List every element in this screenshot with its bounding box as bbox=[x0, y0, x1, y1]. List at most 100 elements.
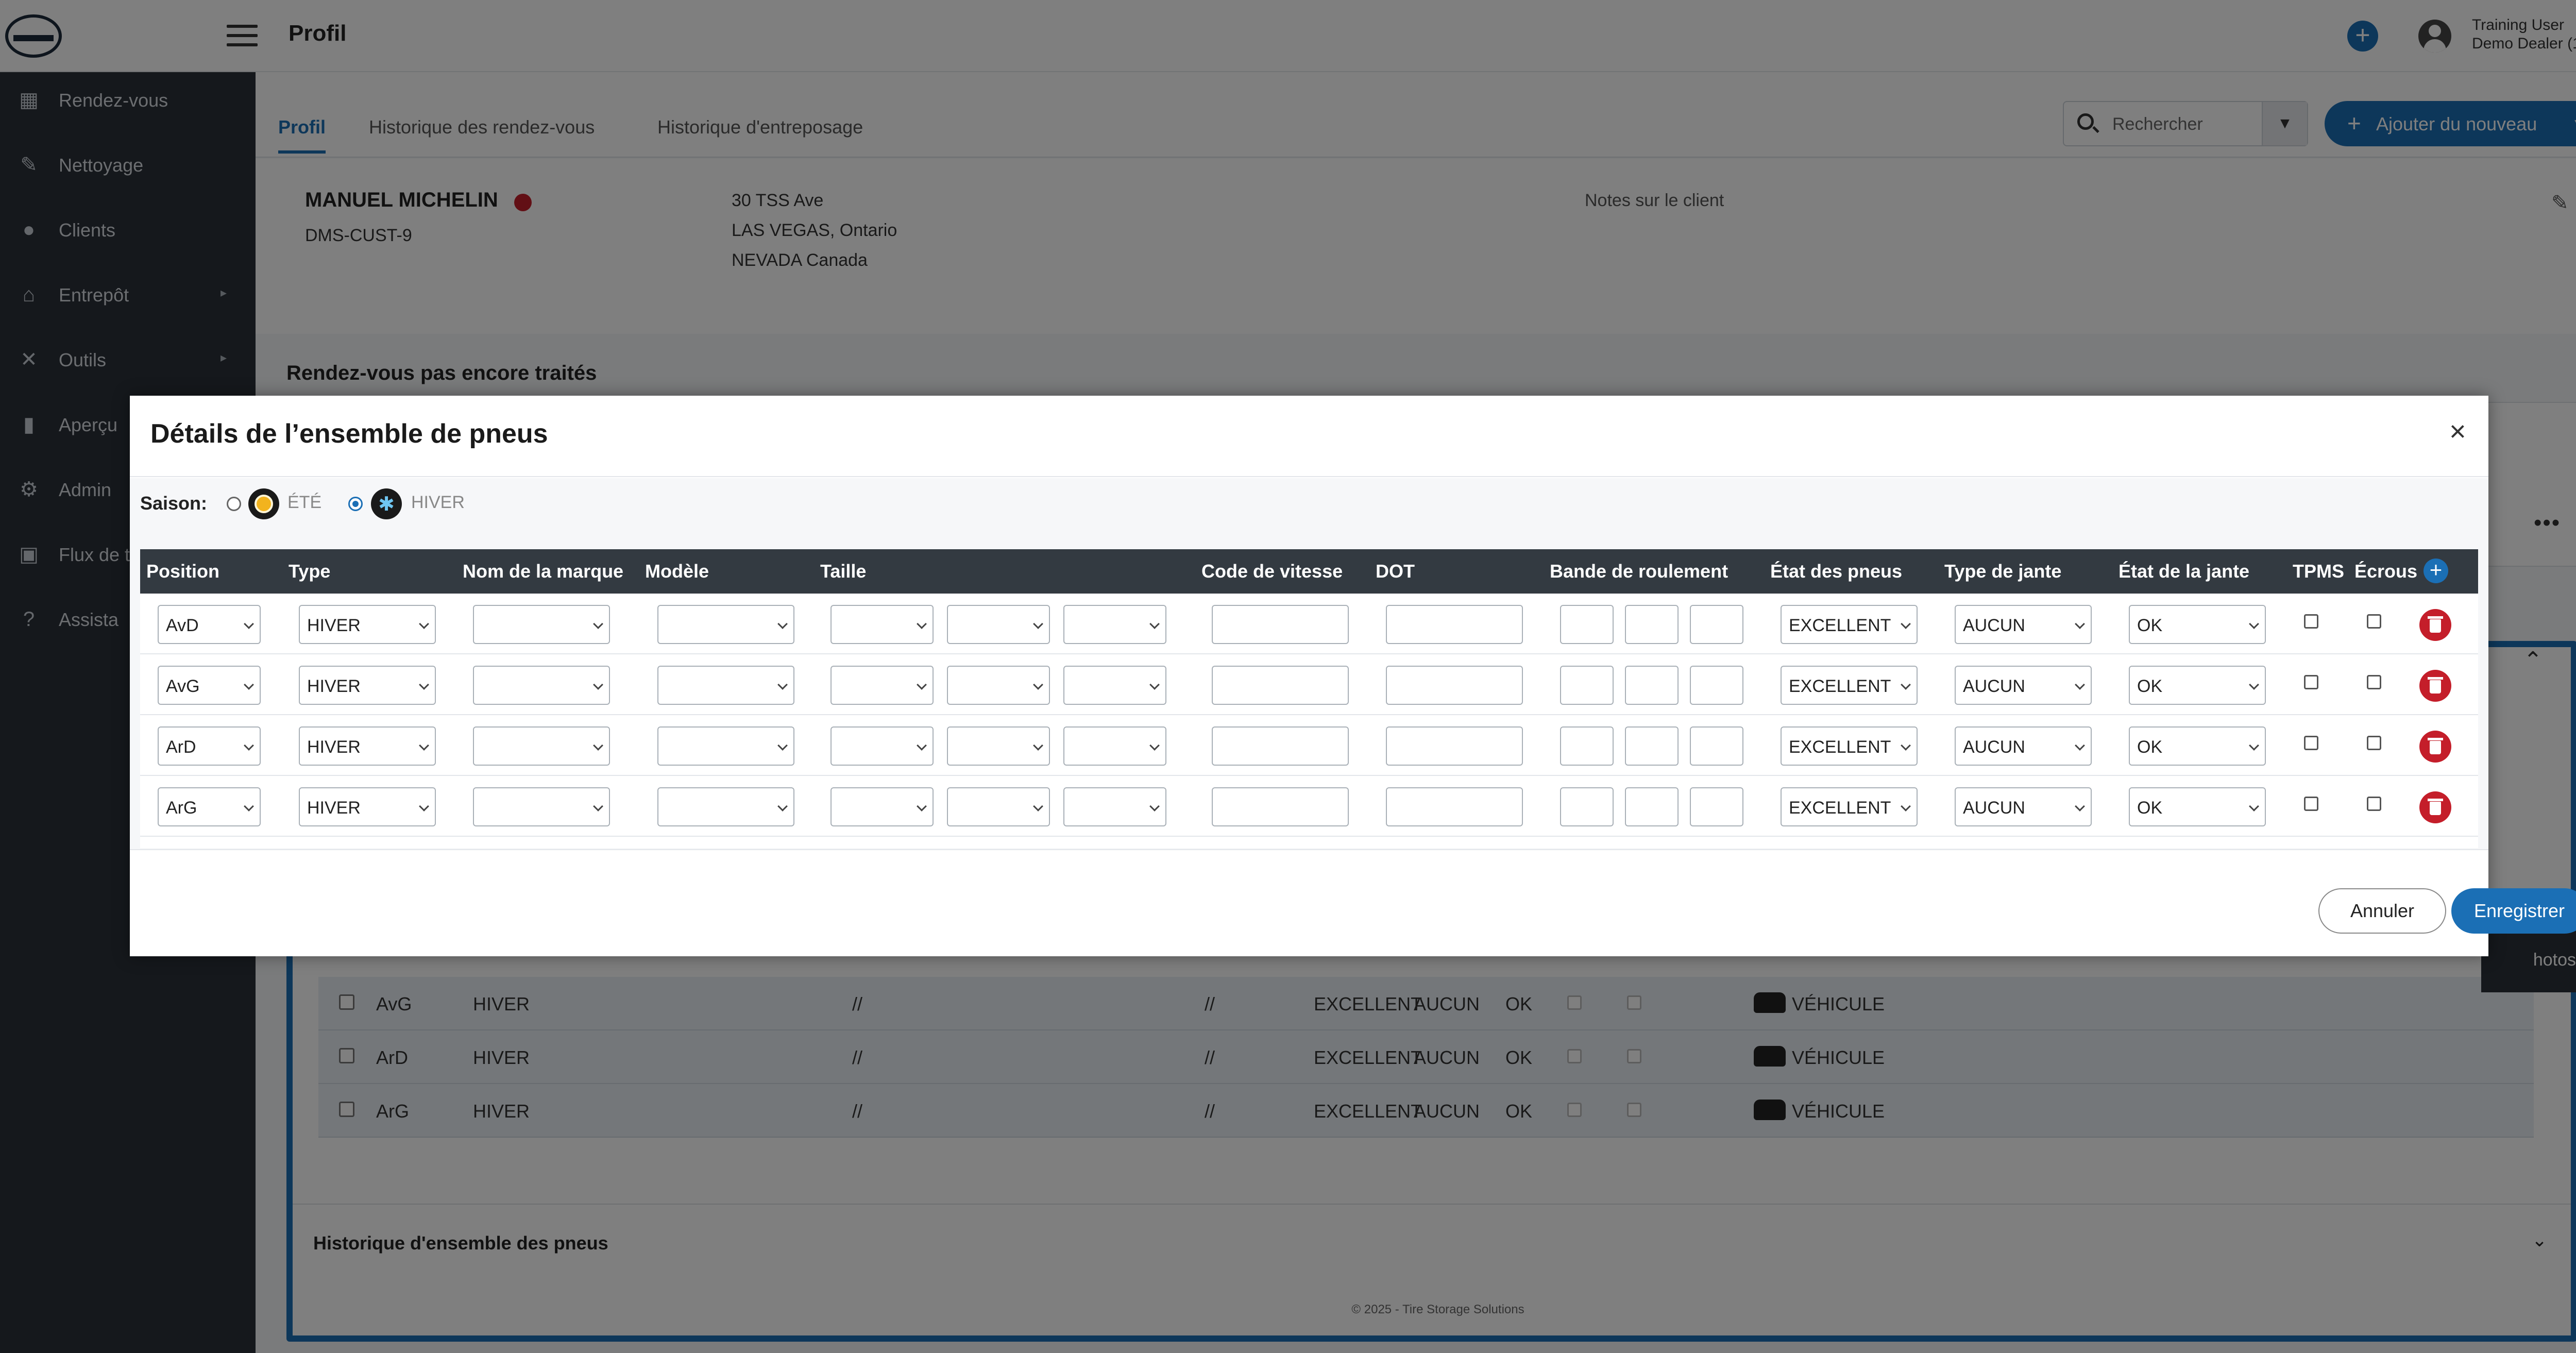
rim-type-value: AUCUN bbox=[1963, 737, 2025, 757]
brand-select[interactable] bbox=[473, 666, 610, 705]
season-summer-radio[interactable] bbox=[227, 497, 241, 511]
size-ratio-select[interactable] bbox=[947, 726, 1050, 766]
dot-input[interactable] bbox=[1386, 787, 1523, 826]
type-select[interactable]: HIVER bbox=[299, 605, 436, 644]
rim-type-select[interactable]: AUCUN bbox=[1955, 787, 2092, 826]
tire-row: ArD HIVER EXCELLENT AUCUN OK bbox=[140, 715, 2478, 776]
tread-input-1[interactable] bbox=[1560, 787, 1614, 826]
tread-input-2[interactable] bbox=[1625, 666, 1679, 705]
speed-code-input[interactable] bbox=[1212, 726, 1349, 766]
tread-input-1[interactable] bbox=[1560, 726, 1614, 766]
speed-code-input[interactable] bbox=[1212, 666, 1349, 705]
size-width-select[interactable] bbox=[831, 666, 934, 705]
tread-input-1[interactable] bbox=[1560, 605, 1614, 644]
tire-details-table: Position Type Nom de la marque Modèle Ta… bbox=[140, 549, 2478, 848]
rim-state-select[interactable]: OK bbox=[2129, 666, 2266, 705]
tpms-checkbox[interactable] bbox=[2304, 736, 2318, 750]
position-select[interactable]: AvD bbox=[158, 605, 261, 644]
model-select[interactable] bbox=[657, 787, 794, 826]
nuts-checkbox[interactable] bbox=[2367, 675, 2381, 689]
chevron-down-icon bbox=[1149, 680, 1160, 690]
rim-state-select[interactable]: OK bbox=[2129, 726, 2266, 766]
trash-icon[interactable] bbox=[2419, 670, 2451, 702]
size-diameter-select[interactable] bbox=[1063, 605, 1166, 644]
rim-type-select[interactable]: AUCUN bbox=[1955, 726, 2092, 766]
add-row-button[interactable]: + bbox=[2424, 559, 2448, 583]
col-position: Position bbox=[146, 561, 219, 582]
nuts-checkbox[interactable] bbox=[2367, 736, 2381, 750]
rim-type-select[interactable]: AUCUN bbox=[1955, 605, 2092, 644]
tpms-checkbox[interactable] bbox=[2304, 675, 2318, 689]
size-width-select[interactable] bbox=[831, 726, 934, 766]
chevron-down-icon bbox=[2075, 801, 2085, 811]
position-value: ArD bbox=[166, 737, 196, 757]
speed-code-input[interactable] bbox=[1212, 787, 1349, 826]
tread-input-3[interactable] bbox=[1690, 605, 1743, 644]
trash-icon[interactable] bbox=[2419, 791, 2451, 823]
size-diameter-select[interactable] bbox=[1063, 726, 1166, 766]
tread-input-2[interactable] bbox=[1625, 787, 1679, 826]
tire-state-value: EXCELLENT bbox=[1789, 616, 1891, 635]
tread-input-3[interactable] bbox=[1690, 666, 1743, 705]
brand-select[interactable] bbox=[473, 726, 610, 766]
size-ratio-select[interactable] bbox=[947, 666, 1050, 705]
brand-select[interactable] bbox=[473, 787, 610, 826]
dot-input[interactable] bbox=[1386, 726, 1523, 766]
rim-state-value: OK bbox=[2137, 676, 2163, 696]
tread-input-3[interactable] bbox=[1690, 787, 1743, 826]
model-select[interactable] bbox=[657, 666, 794, 705]
season-winter-radio[interactable] bbox=[348, 497, 363, 511]
brand-select[interactable] bbox=[473, 605, 610, 644]
tpms-checkbox[interactable] bbox=[2304, 614, 2318, 629]
tire-row: AvG HIVER EXCELLENT AUCUN OK bbox=[140, 654, 2478, 715]
dot-input[interactable] bbox=[1386, 605, 1523, 644]
size-ratio-select[interactable] bbox=[947, 605, 1050, 644]
rim-state-select[interactable]: OK bbox=[2129, 787, 2266, 826]
chevron-down-icon bbox=[2249, 740, 2259, 751]
dot-input[interactable] bbox=[1386, 666, 1523, 705]
tread-input-3[interactable] bbox=[1690, 726, 1743, 766]
chevron-down-icon bbox=[777, 619, 788, 629]
type-select[interactable]: HIVER bbox=[299, 666, 436, 705]
tpms-checkbox[interactable] bbox=[2304, 797, 2318, 811]
position-select[interactable]: ArD bbox=[158, 726, 261, 766]
model-select[interactable] bbox=[657, 726, 794, 766]
position-select[interactable]: ArG bbox=[158, 787, 261, 826]
trash-icon[interactable] bbox=[2419, 609, 2451, 641]
tire-state-select[interactable]: EXCELLENT bbox=[1781, 666, 1918, 705]
tread-input-2[interactable] bbox=[1625, 726, 1679, 766]
tread-input-1[interactable] bbox=[1560, 666, 1614, 705]
trash-icon[interactable] bbox=[2419, 731, 2451, 763]
rim-type-value: AUCUN bbox=[1963, 798, 2025, 818]
type-select[interactable]: HIVER bbox=[299, 726, 436, 766]
size-width-select[interactable] bbox=[831, 787, 934, 826]
tire-state-select[interactable]: EXCELLENT bbox=[1781, 605, 1918, 644]
size-ratio-select[interactable] bbox=[947, 787, 1050, 826]
position-select[interactable]: AvG bbox=[158, 666, 261, 705]
type-value: HIVER bbox=[307, 616, 361, 635]
rim-state-select[interactable]: OK bbox=[2129, 605, 2266, 644]
save-button[interactable]: Enregistrer bbox=[2451, 888, 2576, 934]
model-select[interactable] bbox=[657, 605, 794, 644]
cancel-button[interactable]: Annuler bbox=[2318, 888, 2446, 934]
tire-state-select[interactable]: EXCELLENT bbox=[1781, 787, 1918, 826]
tread-input-2[interactable] bbox=[1625, 605, 1679, 644]
chevron-down-icon bbox=[1901, 619, 1911, 629]
size-diameter-select[interactable] bbox=[1063, 787, 1166, 826]
col-brand: Nom de la marque bbox=[463, 561, 624, 582]
speed-code-input[interactable] bbox=[1212, 605, 1349, 644]
rim-type-select[interactable]: AUCUN bbox=[1955, 666, 2092, 705]
size-width-select[interactable] bbox=[831, 605, 934, 644]
chevron-down-icon bbox=[1033, 740, 1043, 751]
nuts-checkbox[interactable] bbox=[2367, 797, 2381, 811]
season-summer-label: ÉTÉ bbox=[287, 493, 322, 512]
type-select[interactable]: HIVER bbox=[299, 787, 436, 826]
chevron-down-icon bbox=[593, 680, 603, 690]
nuts-checkbox[interactable] bbox=[2367, 614, 2381, 629]
close-icon[interactable]: × bbox=[2449, 415, 2466, 447]
chevron-down-icon bbox=[2249, 801, 2259, 811]
chevron-down-icon bbox=[593, 619, 603, 629]
tire-state-select[interactable]: EXCELLENT bbox=[1781, 726, 1918, 766]
size-diameter-select[interactable] bbox=[1063, 666, 1166, 705]
chevron-down-icon bbox=[1149, 740, 1160, 751]
